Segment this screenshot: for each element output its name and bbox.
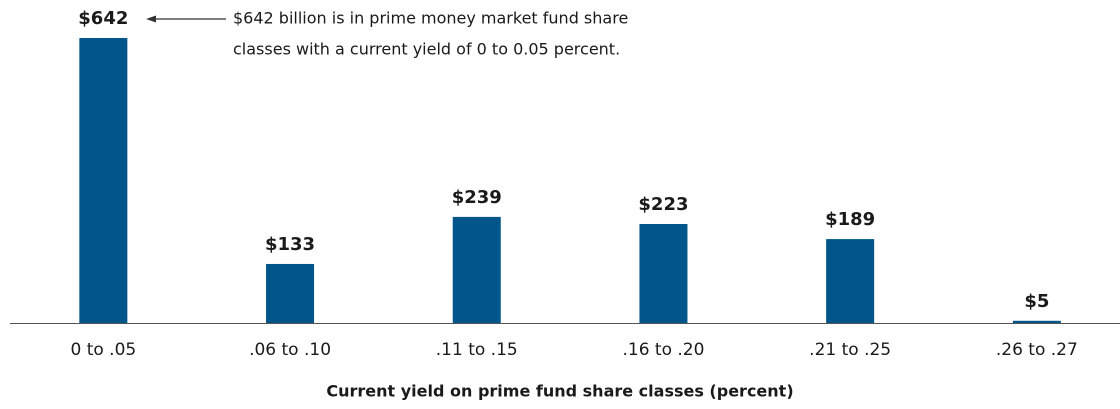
x-tick-label: .11 to .15 xyxy=(436,340,518,360)
value-label: $5 xyxy=(1024,291,1049,312)
bar xyxy=(639,224,688,323)
x-tick-label: .06 to .10 xyxy=(249,340,331,360)
annotation: classes with a current yield of 0 to 0.0… xyxy=(233,40,620,59)
x-axis-label: Current yield on prime fund share classe… xyxy=(326,382,793,401)
value-label: $133 xyxy=(265,234,315,255)
value-label: $642 xyxy=(78,8,128,29)
value-label: $189 xyxy=(825,209,875,230)
bar xyxy=(826,239,875,323)
bar xyxy=(79,38,128,323)
x-tick-label: 0 to .05 xyxy=(70,340,136,360)
x-tick-label: .21 to .25 xyxy=(809,340,891,360)
bar xyxy=(1012,320,1061,323)
annotation: $642 billion is in prime money market fu… xyxy=(233,9,628,28)
value-label: $223 xyxy=(638,194,688,215)
bar xyxy=(452,216,501,323)
arrow-head xyxy=(146,15,156,23)
value-label: $239 xyxy=(452,187,502,208)
x-tick-label: .16 to .20 xyxy=(622,340,704,360)
bar xyxy=(266,263,315,323)
x-tick-label: .26 to .27 xyxy=(996,340,1078,360)
